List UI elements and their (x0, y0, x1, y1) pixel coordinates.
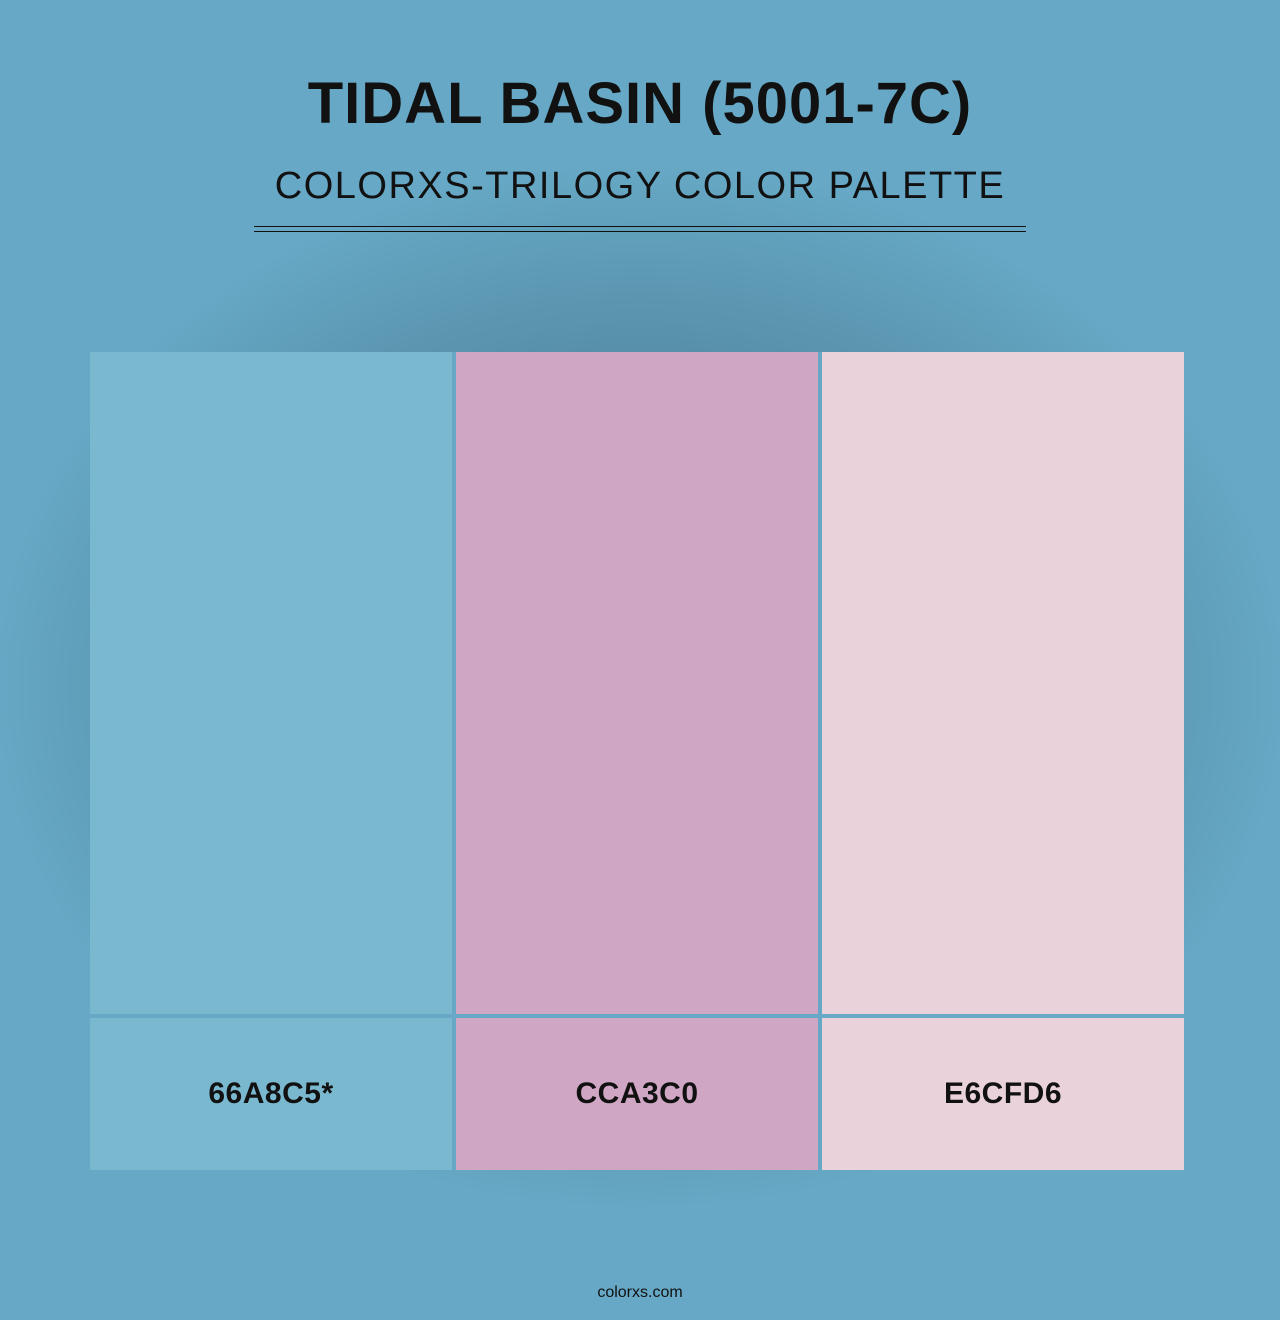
footer-credit: colorxs.com (0, 1284, 1280, 1302)
swatch-label-row: CCA3C0 (456, 1018, 818, 1170)
swatch-hex-label: CCA3C0 (575, 1077, 698, 1111)
swatch-hex-label: 66A8C5* (208, 1077, 333, 1111)
swatch-color (822, 352, 1184, 1014)
swatch-color (90, 352, 452, 1014)
swatch-col: 66A8C5* (90, 352, 452, 1170)
swatch-color (456, 352, 818, 1014)
palette-card: TIDAL BASIN (5001-7C) COLORXS-TRILOGY CO… (0, 0, 1280, 1320)
swatch-hex-label: E6CFD6 (944, 1077, 1062, 1111)
swatch-label-row: E6CFD6 (822, 1018, 1184, 1170)
swatch-label-row: 66A8C5* (90, 1018, 452, 1170)
swatch-col: CCA3C0 (456, 352, 818, 1170)
swatch-col: E6CFD6 (822, 352, 1184, 1170)
palette-swatches: 66A8C5* CCA3C0 E6CFD6 (90, 352, 1184, 1170)
